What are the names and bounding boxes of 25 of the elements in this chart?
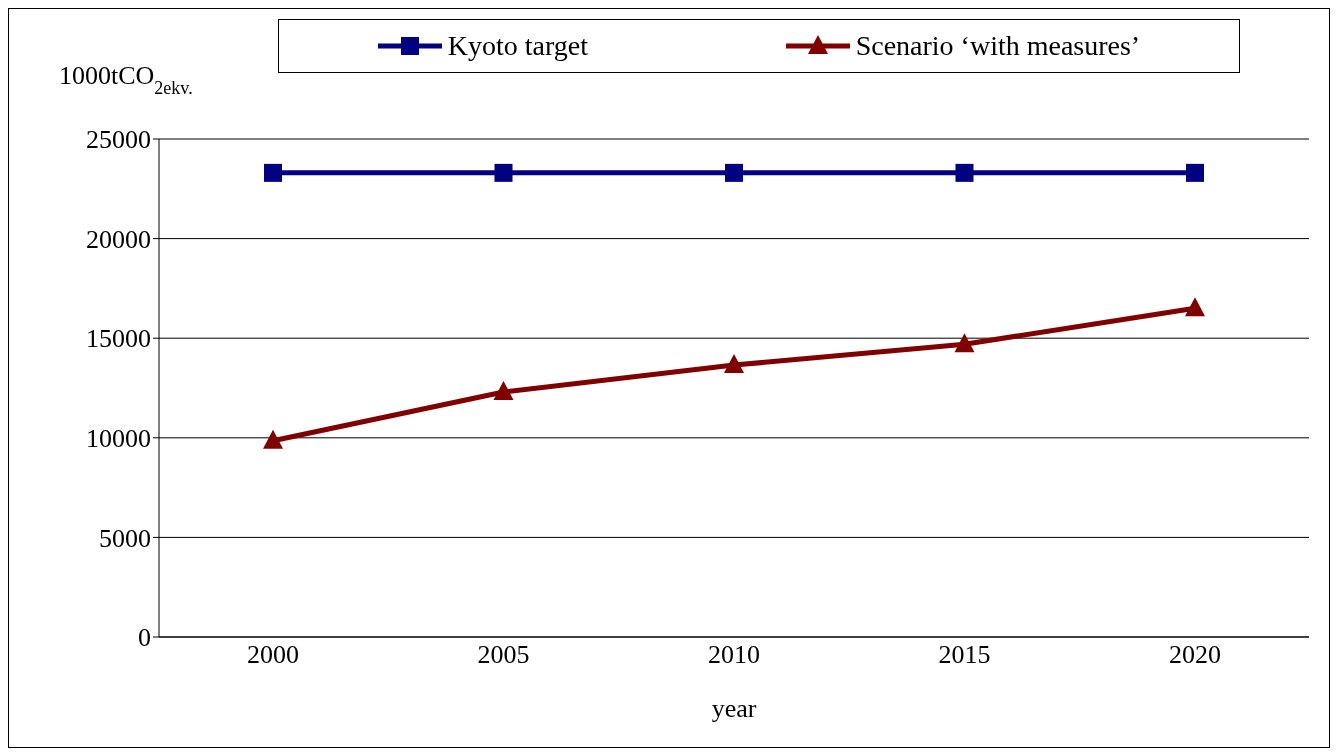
y-tick-label: 0 xyxy=(138,623,151,653)
point xyxy=(954,333,975,353)
y-tick-label: 20000 xyxy=(86,224,151,254)
point xyxy=(264,163,282,182)
point xyxy=(263,429,283,449)
x-tick-label: 2005 xyxy=(477,640,530,670)
point xyxy=(1186,163,1204,182)
point xyxy=(1185,297,1205,317)
point xyxy=(725,163,743,182)
x-tick-label: 2015 xyxy=(938,640,991,670)
y-tick-label: 15000 xyxy=(86,324,151,354)
x-tick-label: 2010 xyxy=(708,640,760,670)
x-tick-label: 2000 xyxy=(247,640,299,670)
point xyxy=(493,380,514,400)
point xyxy=(955,163,974,182)
y-tick-label: 5000 xyxy=(99,523,151,553)
x-axis-title: year xyxy=(711,694,757,723)
y-tick-label: 25000 xyxy=(86,125,151,155)
legend-label: Kyoto target xyxy=(447,30,589,62)
point xyxy=(494,163,513,182)
x-tick-label: 2020 xyxy=(1169,640,1221,670)
point xyxy=(724,354,744,374)
y-axis-title: 1000tCO$_{2ekv.}$ xyxy=(59,61,193,98)
legend-label: Scenario ‘with measures’ xyxy=(855,30,1141,62)
y-tick-label: 10000 xyxy=(86,424,151,454)
